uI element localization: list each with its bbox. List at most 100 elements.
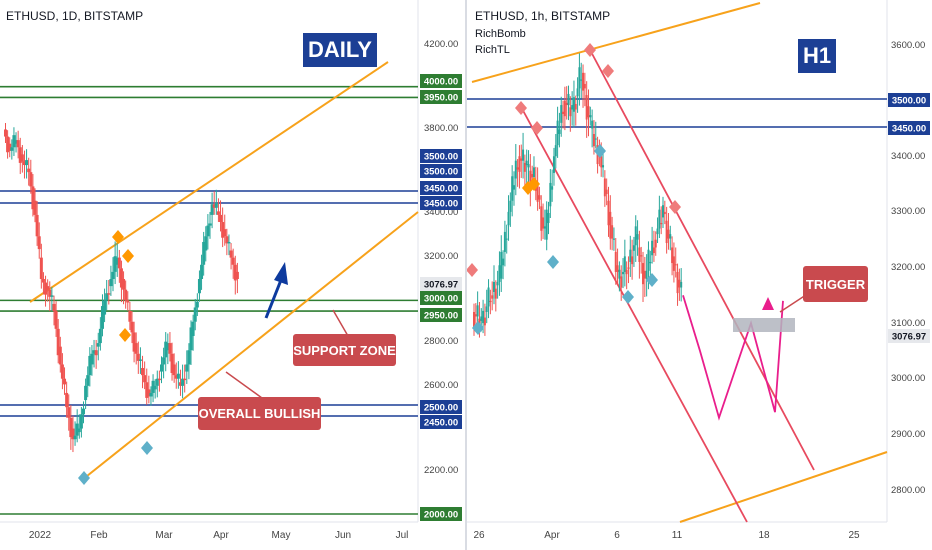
candle-body [79, 414, 83, 429]
daily-level-label: 3500.00 [424, 167, 458, 178]
daily-badge: DAILY [303, 33, 377, 67]
support-zone-label: SUPPORT ZONE [293, 343, 396, 358]
candle-body [50, 295, 54, 297]
candle-body [511, 176, 514, 201]
candle-body [223, 229, 227, 237]
candle-body [185, 364, 189, 372]
buy-signal-diamond [78, 471, 90, 485]
candle-body [63, 378, 67, 385]
h1-price-tick: 3200.00 [891, 262, 925, 273]
candle-body [164, 341, 168, 358]
candle-body [620, 276, 623, 288]
channel-lower-trendline [81, 211, 419, 481]
candle-body [547, 212, 550, 223]
daily-time-tick: Jul [396, 530, 409, 541]
candle-body [132, 332, 136, 352]
daily-level-label-bg [420, 149, 462, 163]
candle-body [168, 343, 172, 354]
candle-body [491, 295, 494, 299]
candle-body [41, 279, 45, 283]
daily-time-tick: May [272, 530, 291, 541]
h1-time-tick: Apr [544, 530, 560, 541]
buy-signal-diamond [622, 290, 634, 304]
candle-body [569, 107, 572, 117]
candle-body [229, 250, 233, 258]
candle-body [153, 385, 157, 390]
h1-level-label: 3450.00 [892, 124, 926, 135]
candle-body [96, 343, 100, 347]
bullish-arrow-head [274, 262, 288, 285]
daily-level-label: 4000.00 [424, 77, 458, 88]
candle-body [600, 156, 603, 168]
candle-body [567, 93, 570, 106]
candle-body [90, 353, 94, 365]
h1-time-tick: 11 [672, 530, 683, 541]
candle-body [122, 279, 126, 290]
candle-body [210, 204, 214, 215]
candle-body [193, 307, 197, 322]
candle-body [609, 211, 612, 239]
candle-body [77, 428, 81, 433]
candle-body [44, 282, 48, 295]
candle-body [227, 241, 231, 244]
candle-body [20, 154, 24, 162]
bullish-callout-box [198, 397, 321, 430]
candle-body [527, 164, 530, 168]
candle-body [656, 228, 659, 235]
candle-body [111, 271, 115, 279]
candle-body [611, 225, 614, 239]
candle-body [48, 289, 52, 297]
candle-body [627, 267, 630, 269]
h1-time-tick: 25 [848, 530, 860, 541]
candle-body [545, 209, 548, 240]
candle-body [191, 321, 195, 336]
candle-body [183, 378, 187, 381]
h1-time-tick: 18 [758, 530, 770, 541]
daily-chart-title: ETHUSD, 1D, BITSTAMP [6, 9, 144, 23]
buy-signal-diamond [594, 144, 606, 158]
sell-signal-diamond [467, 263, 478, 277]
candle-body [631, 256, 634, 265]
candle-body [496, 281, 499, 286]
projection-arrow-head [762, 297, 774, 310]
candle-body [485, 306, 488, 312]
lower-orange-trendline [679, 451, 888, 523]
candle-body [540, 206, 543, 231]
indicator-richtl: RichTL [475, 44, 510, 56]
candle-body [119, 268, 123, 288]
candle-body [522, 149, 525, 161]
candle-body [33, 200, 37, 215]
candle-body [216, 211, 220, 215]
candle-body [69, 417, 73, 438]
candle-body [643, 270, 646, 279]
candle-body [623, 256, 626, 272]
candle-body [516, 167, 519, 170]
candle-body [582, 72, 585, 91]
h1-badge: H1 [798, 39, 837, 73]
sell-signal-diamond [119, 328, 131, 342]
candle-body [549, 182, 552, 207]
candle-body [12, 135, 16, 148]
candle-body [126, 300, 130, 303]
candle-body [571, 105, 574, 110]
daily-level-label: 2000.00 [424, 510, 458, 521]
candle-body [660, 223, 663, 225]
candle-body [625, 269, 628, 275]
daily-level-label: 2950.00 [424, 311, 458, 322]
candle-body [31, 186, 35, 210]
candle-body [591, 120, 594, 129]
candle-body [663, 211, 666, 215]
candle-body [6, 136, 10, 153]
candle-body [143, 375, 147, 383]
daily-price-tick: 2600.00 [424, 380, 458, 391]
candle-body [529, 170, 532, 188]
candle-body [113, 256, 117, 272]
daily-price-tick: 4200.00 [424, 39, 458, 50]
candle-body [54, 311, 58, 329]
candle-body [583, 83, 586, 89]
candle-body [124, 289, 128, 301]
candle-body [56, 328, 60, 356]
daily-time-tick: 2022 [29, 530, 52, 541]
candle-body [67, 407, 71, 418]
candle-body [115, 257, 119, 265]
